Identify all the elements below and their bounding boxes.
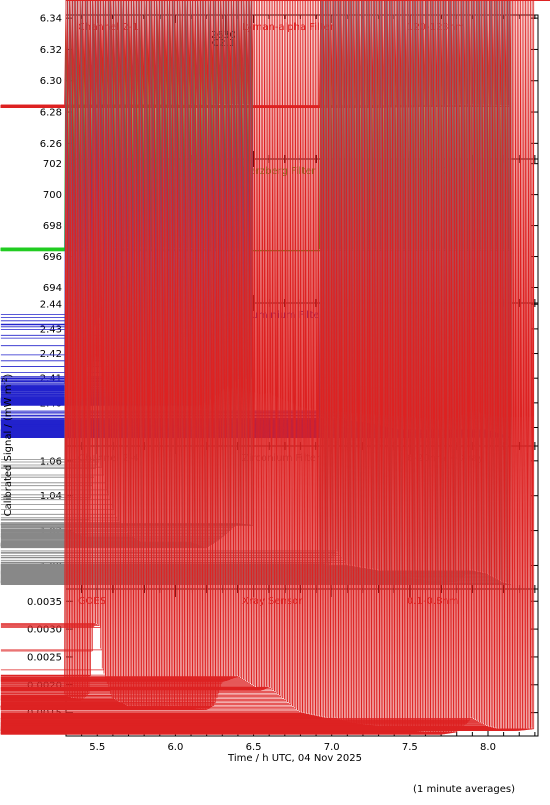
y-tick-label: 696 xyxy=(43,252,62,263)
x-tick-label: 6.5 xyxy=(246,742,262,753)
y-tick-label: 0.0030 xyxy=(27,625,62,636)
footnote: (1 minute averages) xyxy=(413,784,515,795)
x-tick-label: 6.0 xyxy=(167,742,183,753)
y-axis-label-main: Calibrated Signal / (mW m xyxy=(3,385,14,517)
y-tick-label: 698 xyxy=(43,221,62,232)
y-axis-label: Calibrated Signal / (mW m-2) xyxy=(1,374,14,517)
x-axis-label: Time / h UTC, 04 Nov 2025 xyxy=(227,753,362,764)
x-tick-label: 5.5 xyxy=(89,742,105,753)
panel-label: Channel 2-4 xyxy=(78,453,139,464)
x-tick-label: 8.0 xyxy=(480,742,496,753)
y-axis-label-sup: -2 xyxy=(1,378,9,385)
y-tick-label: 700 xyxy=(43,190,62,201)
y-tick-label: 2.43 xyxy=(40,324,62,335)
y-tick-label: 6.32 xyxy=(40,45,62,56)
y-tick-label: 0.0025 xyxy=(27,652,62,663)
data-point xyxy=(0,0,550,730)
x-tick-label: 7.0 xyxy=(324,742,340,753)
y-tick-label: 694 xyxy=(43,283,62,294)
y-tick-label: 702 xyxy=(43,159,62,170)
y-tick-label: 2.44 xyxy=(40,300,62,311)
y-tick-label: 6.34 xyxy=(40,14,62,25)
x-tick-label: 7.5 xyxy=(402,742,418,753)
y-tick-label: 1.04 xyxy=(40,491,62,502)
y-tick-label: 6.26 xyxy=(40,139,62,150)
y-tick-label: 0.0035 xyxy=(27,597,62,608)
panel-label: Aluminium Filter xyxy=(242,310,325,321)
y-tick-label: 6.28 xyxy=(40,108,62,119)
panel-label: Lyman-alpha Filter xyxy=(242,22,335,33)
y-axis-label-end: ) xyxy=(3,374,14,378)
y-tick-label: 6.30 xyxy=(40,76,62,87)
